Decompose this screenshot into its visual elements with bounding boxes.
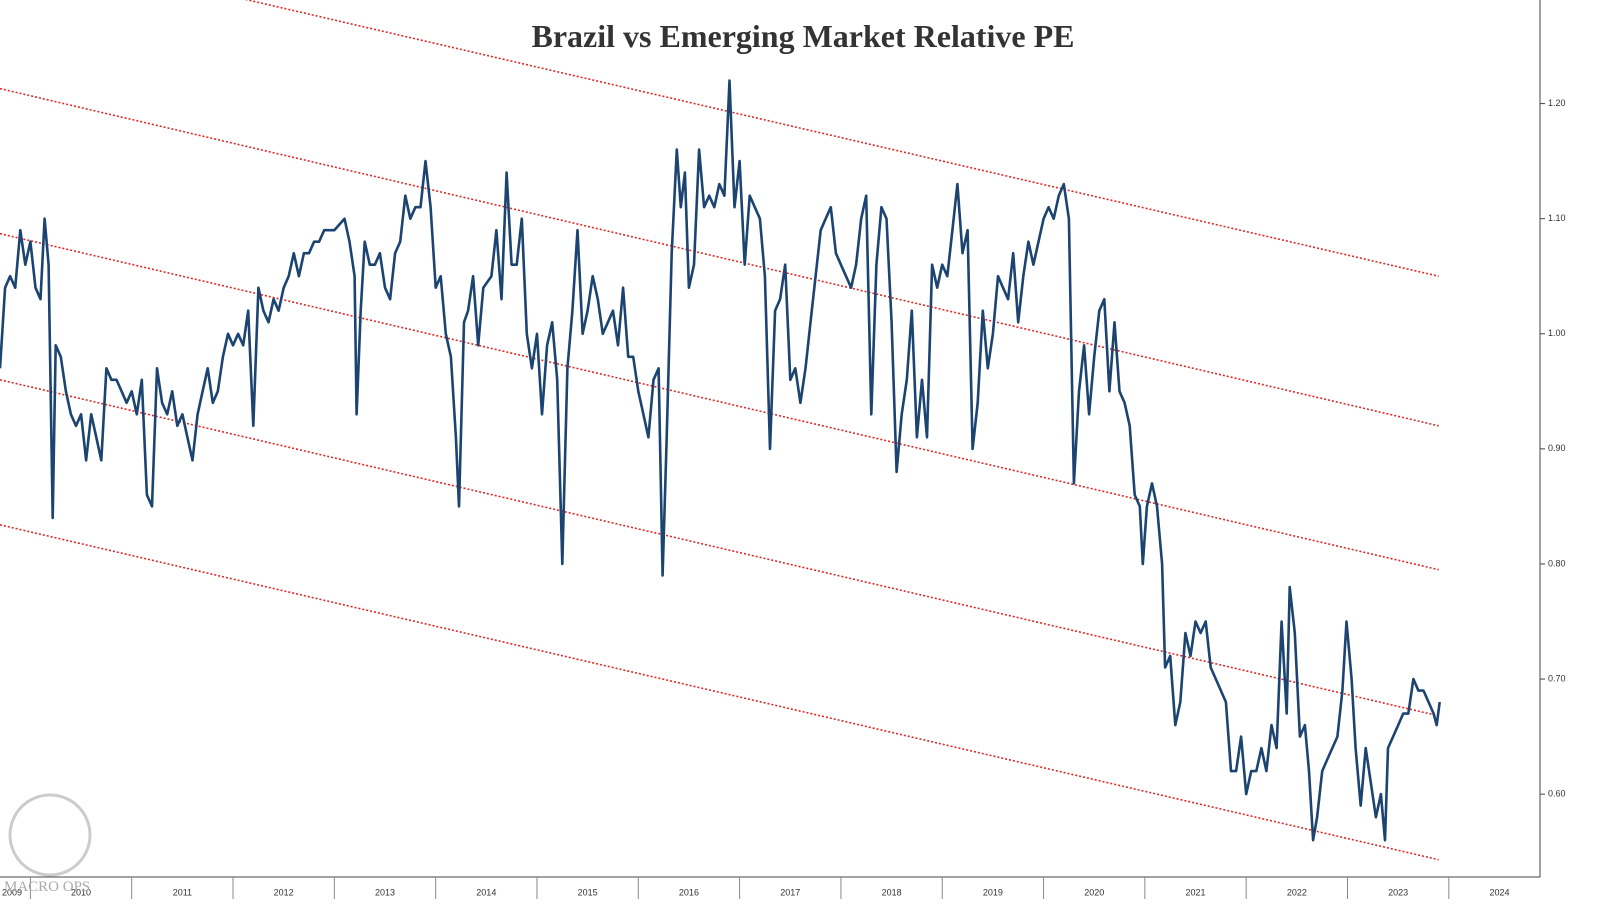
x-tick-label: 2009 [2, 887, 22, 897]
x-tick-label: 2014 [476, 887, 496, 897]
x-tick-label: 2012 [274, 887, 294, 897]
y-tick-label: 1.20 [1548, 98, 1566, 108]
y-tick-label: 0.90 [1548, 443, 1566, 453]
x-tick-label: 2019 [983, 887, 1003, 897]
chart-title: Brazil vs Emerging Market Relative PE [532, 18, 1075, 54]
y-tick-label: 0.70 [1548, 673, 1566, 683]
x-tick-label: 2010 [71, 887, 91, 897]
x-tick-label: 2013 [375, 887, 395, 897]
x-tick-label: 2016 [679, 887, 699, 897]
x-tick-label: 2017 [780, 887, 800, 897]
x-tick-label: 2024 [1489, 887, 1509, 897]
x-tick-label: 2011 [173, 887, 192, 897]
plot: 0.60 0.70 0.80 0.90 1.00 1.10 1.20 2009 2010 2011… [0, 0, 1566, 899]
x-tick-label: 2023 [1388, 887, 1408, 897]
y-tick-label: 1.10 [1548, 213, 1566, 223]
data-line [0, 79, 1441, 842]
x-tick-label: 2020 [1084, 887, 1104, 897]
y-tick-label: 1.00 [1548, 328, 1566, 338]
x-tick-label: 2018 [882, 887, 902, 897]
watermark: MACRO OPS [4, 879, 90, 895]
watermark-logo [8, 793, 92, 877]
x-tick-label: 2021 [1186, 887, 1206, 897]
x-tick-label: 2022 [1287, 887, 1307, 897]
x-tick-label: 2015 [578, 887, 598, 897]
y-tick-label: 0.80 [1548, 558, 1566, 568]
y-tick-label: 0.60 [1548, 789, 1566, 799]
